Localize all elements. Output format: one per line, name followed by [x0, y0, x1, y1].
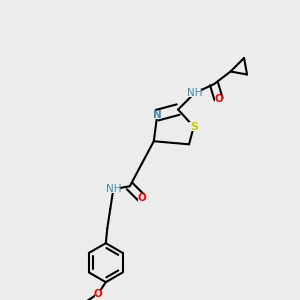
FancyBboxPatch shape [215, 95, 222, 103]
FancyBboxPatch shape [154, 111, 161, 119]
FancyBboxPatch shape [188, 89, 201, 97]
FancyBboxPatch shape [189, 122, 199, 131]
FancyBboxPatch shape [138, 194, 146, 202]
Text: NH: NH [106, 184, 121, 194]
Text: O: O [214, 94, 223, 104]
Text: N: N [153, 110, 162, 120]
Text: NH: NH [187, 88, 202, 98]
Text: O: O [137, 193, 146, 203]
Text: S: S [190, 122, 198, 132]
FancyBboxPatch shape [94, 290, 102, 297]
Text: O: O [94, 289, 103, 298]
FancyBboxPatch shape [107, 185, 120, 194]
